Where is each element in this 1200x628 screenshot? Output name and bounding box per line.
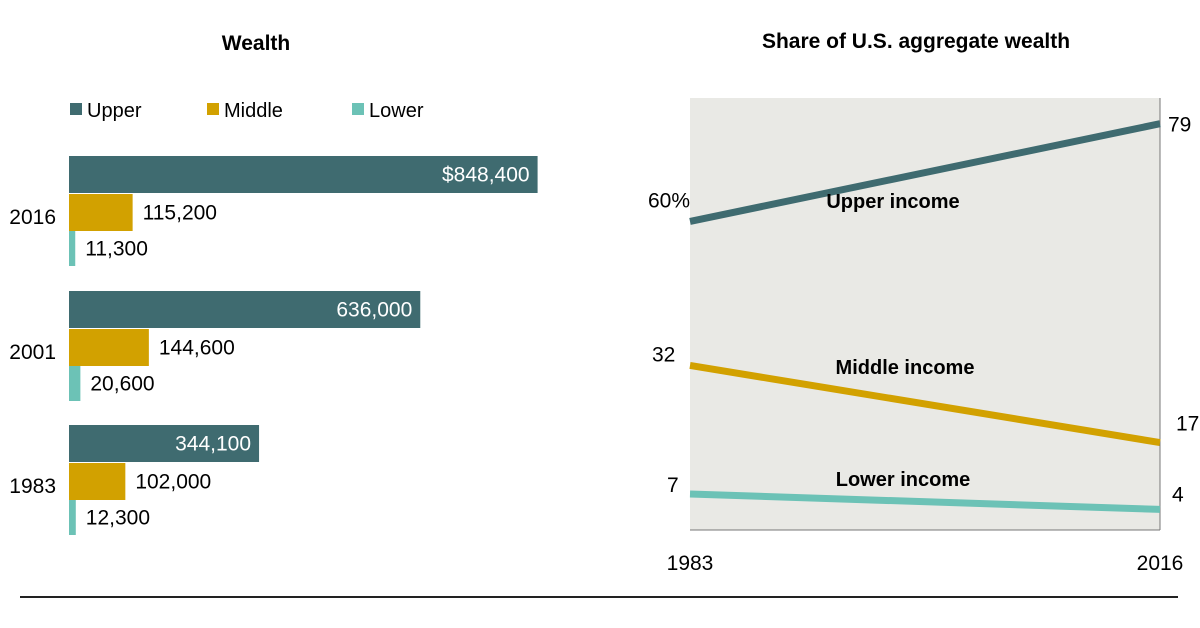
bar-upper-1983 (69, 425, 260, 462)
wealth-bar-chart: Wealth Upper Middle Lower 2016 $848,400 11… (9, 32, 538, 535)
bar-upper-2016 (69, 156, 538, 193)
wealth-legend: Upper Middle Lower (70, 100, 424, 122)
series-label-middle-income: Middle income (836, 357, 975, 379)
data-label-lower-2016: 11,300 (85, 238, 148, 261)
bar-lower-1983 (69, 500, 76, 535)
line-lower-income (689, 490, 1161, 513)
data-label-lower-2001: 20,600 (90, 373, 154, 396)
end-label-upper: 79 (1168, 114, 1191, 137)
data-label-middle-1983: 102,000 (135, 471, 211, 494)
data-label-upper-1983: 344,100 (175, 433, 251, 456)
share-plot-background (690, 98, 1160, 530)
category-label-2001: 2001 (9, 341, 56, 364)
line-middle-income (689, 361, 1161, 447)
x-tick-label-2016: 2016 (1137, 552, 1184, 575)
line-upper-income (689, 120, 1161, 225)
bar-lower-2001 (69, 366, 81, 401)
share-chart-title: Share of U.S. aggregate wealth (762, 30, 1070, 53)
bar-middle-2001 (69, 329, 149, 366)
data-label-upper-2001: 636,000 (336, 299, 412, 322)
data-label-lower-1983: 12,300 (86, 507, 150, 530)
bar-middle-2016 (69, 194, 133, 231)
bar-middle-1983 (69, 463, 126, 500)
legend-swatch-middle (207, 103, 219, 115)
wealth-bars: 2016 $848,400 115,200 11,300 2001 636,000 144,… (9, 156, 538, 535)
bar-upper-2001 (69, 291, 421, 328)
legend-swatch-lower (352, 103, 364, 115)
legend-label-upper: Upper (87, 100, 142, 122)
end-label-middle: 17 (1176, 413, 1199, 436)
legend-label-middle: Middle (224, 100, 283, 122)
data-label-middle-2001: 144,600 (159, 337, 235, 360)
category-label-1983: 1983 (9, 475, 56, 498)
series-label-upper-income: Upper income (826, 191, 959, 213)
share-lines: 60% 79 Upper income 32 17 Middle income 7 4 Lowe… (648, 114, 1199, 513)
legend-swatch-upper (70, 103, 82, 115)
x-tick-label-1983: 1983 (667, 552, 714, 575)
bar-lower-2016 (69, 231, 76, 266)
legend-label-lower: Lower (369, 100, 424, 122)
category-label-2016: 2016 (9, 206, 56, 229)
data-label-upper-2016: $848,400 (442, 164, 530, 187)
start-label-middle: 32 (652, 343, 675, 366)
start-label-upper: 60% (648, 189, 690, 212)
data-label-middle-2016: 115,200 (143, 202, 217, 225)
series-label-lower-income: Lower income (836, 469, 970, 491)
share-line-chart: Share of U.S. aggregate wealth 1983 2016… (648, 30, 1199, 575)
wealth-chart-title: Wealth (222, 32, 290, 55)
end-label-lower: 4 (1172, 483, 1184, 506)
start-label-lower: 7 (667, 474, 679, 497)
